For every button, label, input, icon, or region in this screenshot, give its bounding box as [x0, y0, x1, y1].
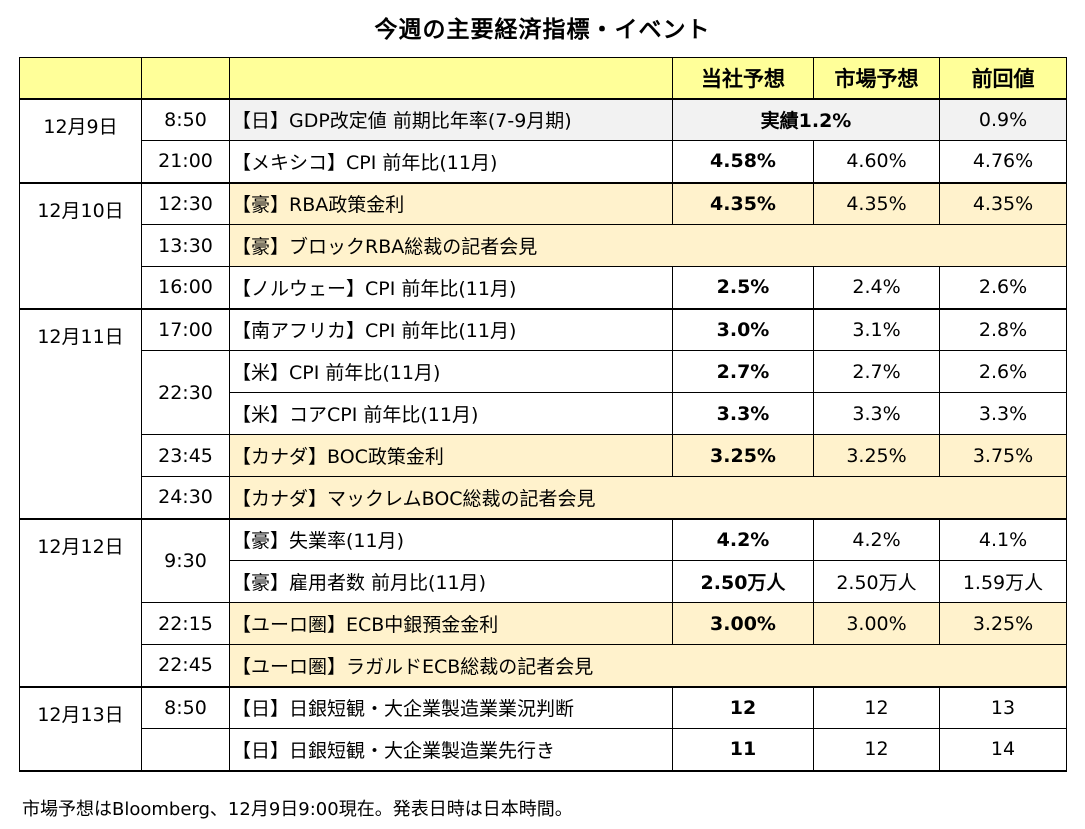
ours-forecast-cell: 3.3% [672, 392, 814, 435]
event-cell: 【米】CPI 前年比(11月) [229, 350, 673, 393]
table-row: 24:30 【カナダ】マックレムBOC総裁の記者会見 [20, 476, 1067, 520]
header-row: 当社予想 市場予想 前回値 [19, 57, 1067, 100]
market-forecast-cell: 2.7% [813, 350, 940, 393]
event-cell: 【南アフリカ】CPI 前年比(11月) [229, 308, 673, 351]
market-forecast-cell: 4.2% [813, 518, 940, 561]
time-cell: 12:30 [141, 182, 230, 225]
ours-forecast-cell: 4.35% [672, 182, 814, 225]
previous-value-cell: 3.75% [939, 434, 1067, 477]
market-forecast-cell: 3.1% [813, 308, 940, 351]
previous-value-cell: 1.59万人 [939, 560, 1067, 603]
ours-forecast-cell: 11 [672, 728, 814, 772]
table-row: 12月10日 12:30 【豪】RBA政策金利 4.35% 4.35% 4.35% [19, 182, 1067, 310]
date-cell: 12月9日 [19, 98, 142, 184]
previous-value-cell: 2.8% [939, 308, 1067, 351]
time-cell: 8:50 [141, 686, 230, 729]
previous-value-cell: 2.6% [939, 266, 1067, 310]
time-cell: 8:50 [141, 98, 230, 141]
event-cell: 【ユーロ圏】ラガルドECB総裁の記者会見 [229, 644, 1067, 688]
event-cell: 【日】日銀短観・大企業製造業業況判断 [229, 686, 673, 729]
ours-forecast-cell: 3.00% [672, 602, 814, 645]
previous-value-cell: 3.25% [939, 602, 1067, 645]
date-cell: 12月10日 [19, 182, 142, 310]
market-forecast-cell: 3.3% [813, 392, 940, 435]
market-forecast-cell: 3.25% [813, 434, 940, 477]
table-row: 12月12日 9:30 【豪】失業率(11月) 4.2% 4.2% 4.1% [19, 518, 1067, 688]
date-cell: 12月12日 [19, 518, 142, 688]
previous-value-cell: 13 [939, 686, 1067, 729]
ours-forecast-cell: 2.5% [672, 266, 814, 310]
market-forecast-cell: 2.4% [813, 266, 940, 310]
table-row: 12月13日 8:50 【日】日銀短観・大企業製造業業況判断 12 12 13 [19, 686, 1067, 772]
header-date-cell [19, 57, 142, 100]
table-row: 23:45 【カナダ】BOC政策金利 3.25% 3.25% 3.75% [20, 434, 1067, 477]
ours-forecast-cell: 3.0% [672, 308, 814, 351]
event-cell: 【豪】雇用者数 前月比(11月) [229, 560, 673, 603]
previous-value-cell: 14 [939, 728, 1067, 772]
header-ours: 当社予想 [672, 57, 814, 100]
header-market: 市場予想 [813, 57, 940, 100]
table-row: 【日】日銀短観・大企業製造業先行き 11 12 14 [20, 728, 1067, 772]
event-cell: 【カナダ】BOC政策金利 [229, 434, 673, 477]
market-forecast-cell: 12 [813, 728, 940, 772]
event-cell: 【豪】RBA政策金利 [229, 182, 673, 225]
previous-value-cell: 0.9% [939, 98, 1067, 141]
table-row: 22:30 【米】CPI 前年比(11月) 2.7% 2.7% 2.6% [20, 350, 1067, 435]
header-prev: 前回値 [939, 57, 1067, 100]
time-cell: 17:00 [141, 308, 230, 351]
time-cell: 22:45 [141, 644, 230, 688]
previous-value-cell: 4.1% [939, 518, 1067, 561]
event-cell: 【ユーロ圏】ECB中銀預金金利 [229, 602, 673, 645]
table-row: 【米】コアCPI 前年比(11月) 3.3% 3.3% 3.3% [20, 392, 1067, 435]
ours-forecast-cell: 2.7% [672, 350, 814, 393]
event-cell: 【日】GDP改定値 前期比年率(7-9月期) [229, 98, 673, 141]
time-cell: 22:30 [141, 350, 230, 435]
table-row: 12月11日 17:00 【南アフリカ】CPI 前年比(11月) 3.0% 3.1% 2.… [19, 308, 1067, 520]
time-cell: 24:30 [141, 476, 230, 520]
table-row: 21:00 【メキシコ】CPI 前年比(11月) 4.58% 4.60% 4.76% [20, 140, 1067, 184]
ours-forecast-cell: 4.2% [672, 518, 814, 561]
header-time-cell [141, 57, 230, 100]
ours-forecast-cell: 2.50万人 [672, 560, 814, 603]
time-cell: 13:30 [141, 224, 230, 267]
table-row: 22:45 【ユーロ圏】ラガルドECB総裁の記者会見 [20, 644, 1067, 688]
table-row: 22:15 【ユーロ圏】ECB中銀預金金利 3.00% 3.00% 3.25% [20, 602, 1067, 645]
market-forecast-cell: 2.50万人 [813, 560, 940, 603]
page-title: 今週の主要経済指標・イベント [374, 17, 711, 43]
event-cell: 【日】日銀短観・大企業製造業先行き [229, 728, 673, 772]
events-table: 当社予想 市場予想 前回値 12月9日 8:50 【日】GDP改定値 前期比年率(7… [19, 57, 1067, 772]
time-cell: 9:30 [141, 518, 230, 603]
time-cell: 23:45 [141, 434, 230, 477]
time-cell [141, 728, 230, 772]
ours-forecast-cell: 12 [672, 686, 814, 729]
footnote: 市場予想はBloomberg、12月9日9:00現在。発表日時は日本時間。 [22, 799, 573, 820]
market-forecast-cell: 4.35% [813, 182, 940, 225]
previous-value-cell: 4.76% [939, 140, 1067, 184]
market-forecast-cell: 4.60% [813, 140, 940, 184]
time-cell: 16:00 [141, 266, 230, 310]
date-cell: 12月11日 [19, 308, 142, 520]
event-cell: 【米】コアCPI 前年比(11月) [229, 392, 673, 435]
event-cell: 【豪】失業率(11月) [229, 518, 673, 561]
table-row: 13:30 【豪】ブロックRBA総裁の記者会見 [20, 224, 1067, 267]
event-cell: 【カナダ】マックレムBOC総裁の記者会見 [229, 476, 1067, 520]
ours-forecast-cell: 実績1.2% [672, 98, 940, 141]
time-cell: 22:15 [141, 602, 230, 645]
previous-value-cell: 4.35% [939, 182, 1067, 225]
market-forecast-cell: 3.00% [813, 602, 940, 645]
time-cell: 21:00 [141, 140, 230, 184]
previous-value-cell: 3.3% [939, 392, 1067, 435]
table-row: 【豪】雇用者数 前月比(11月) 2.50万人 2.50万人 1.59万人 [20, 560, 1067, 603]
ours-forecast-cell: 3.25% [672, 434, 814, 477]
ours-forecast-cell: 4.58% [672, 140, 814, 184]
header-event-cell [229, 57, 673, 100]
previous-value-cell: 2.6% [939, 350, 1067, 393]
date-cell: 12月13日 [19, 686, 142, 772]
event-cell: 【ノルウェー】CPI 前年比(11月) [229, 266, 673, 310]
event-cell: 【豪】ブロックRBA総裁の記者会見 [229, 224, 1067, 267]
table-row: 16:00 【ノルウェー】CPI 前年比(11月) 2.5% 2.4% 2.6% [20, 266, 1067, 310]
table-row: 12月9日 8:50 【日】GDP改定値 前期比年率(7-9月期) 実績1.2% 0.9… [19, 98, 1067, 184]
market-forecast-cell: 12 [813, 686, 940, 729]
event-cell: 【メキシコ】CPI 前年比(11月) [229, 140, 673, 184]
